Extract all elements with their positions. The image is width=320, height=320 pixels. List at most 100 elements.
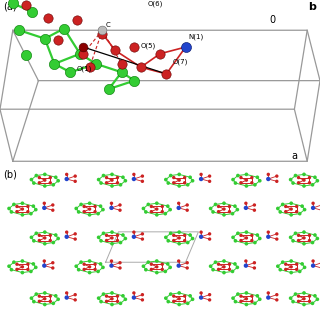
Point [257, 297, 262, 302]
Point [307, 175, 312, 180]
Point [274, 179, 279, 184]
Point [294, 262, 299, 267]
Point [160, 267, 165, 272]
Point [289, 270, 294, 275]
Point [221, 212, 227, 217]
Point [301, 178, 307, 183]
Point [244, 229, 249, 235]
Point [140, 292, 145, 297]
Point [14, 209, 20, 214]
Point [48, 233, 53, 238]
Point [64, 229, 69, 235]
Point [307, 238, 312, 243]
Point [50, 203, 55, 208]
Point [100, 31, 105, 36]
Point [208, 206, 213, 211]
Point [132, 78, 137, 83]
Point [29, 177, 34, 182]
Point [28, 269, 34, 274]
Point [190, 236, 195, 241]
Point [165, 204, 170, 209]
Point [230, 296, 236, 301]
Point [310, 263, 316, 268]
Point [131, 229, 136, 235]
Point [109, 229, 115, 235]
Point [307, 299, 312, 304]
Point [221, 259, 227, 264]
Point [99, 180, 104, 186]
Point [182, 299, 187, 304]
Point [42, 201, 47, 206]
Point [274, 173, 279, 179]
Point [154, 270, 159, 275]
Point [312, 293, 317, 298]
Point [25, 262, 30, 267]
Point [73, 236, 78, 242]
Point [64, 295, 69, 300]
Point [249, 180, 254, 185]
Point [101, 173, 106, 178]
Point [315, 297, 320, 302]
Point [289, 206, 294, 212]
Point [177, 302, 182, 307]
Point [289, 259, 294, 264]
Point [301, 296, 307, 301]
Point [104, 238, 109, 243]
Point [99, 238, 104, 244]
Point [307, 293, 312, 299]
Point [109, 296, 115, 301]
Point [230, 177, 236, 182]
Point [198, 176, 204, 181]
Point [73, 179, 78, 184]
Point [104, 175, 109, 180]
Point [74, 18, 79, 23]
Point [249, 175, 254, 180]
Point [257, 236, 262, 241]
Point [14, 267, 20, 272]
Point [182, 238, 187, 243]
Point [274, 231, 279, 236]
Point [185, 301, 190, 306]
Point [140, 236, 145, 242]
Point [56, 178, 61, 183]
Point [168, 207, 173, 212]
Point [78, 202, 84, 207]
Point [109, 205, 114, 211]
Point [104, 180, 109, 185]
Point [301, 172, 307, 177]
Point [42, 172, 47, 177]
Point [53, 293, 58, 298]
Point [96, 177, 101, 182]
Point [37, 233, 42, 238]
Point [244, 172, 249, 177]
Point [92, 204, 98, 209]
Point [9, 267, 14, 272]
Point [141, 206, 146, 211]
Point [319, 265, 320, 270]
Point [14, 262, 20, 267]
Point [131, 176, 136, 181]
Point [182, 180, 187, 185]
Point [93, 61, 99, 67]
Point [297, 211, 302, 216]
Text: C: C [106, 22, 110, 28]
Point [96, 211, 101, 216]
Point [100, 265, 106, 270]
Point [78, 260, 84, 265]
Point [185, 265, 190, 270]
Point [17, 28, 22, 33]
Point [117, 208, 123, 213]
Point [77, 51, 83, 56]
Point [227, 262, 232, 267]
Point [177, 241, 182, 246]
Text: O(1): O(1) [77, 66, 92, 72]
Point [64, 172, 69, 177]
Point [171, 299, 176, 304]
Point [140, 231, 145, 236]
Point [119, 70, 124, 75]
Point [301, 235, 307, 241]
Point [73, 173, 78, 179]
Point [140, 173, 145, 179]
Point [177, 296, 182, 301]
Point [51, 182, 56, 187]
